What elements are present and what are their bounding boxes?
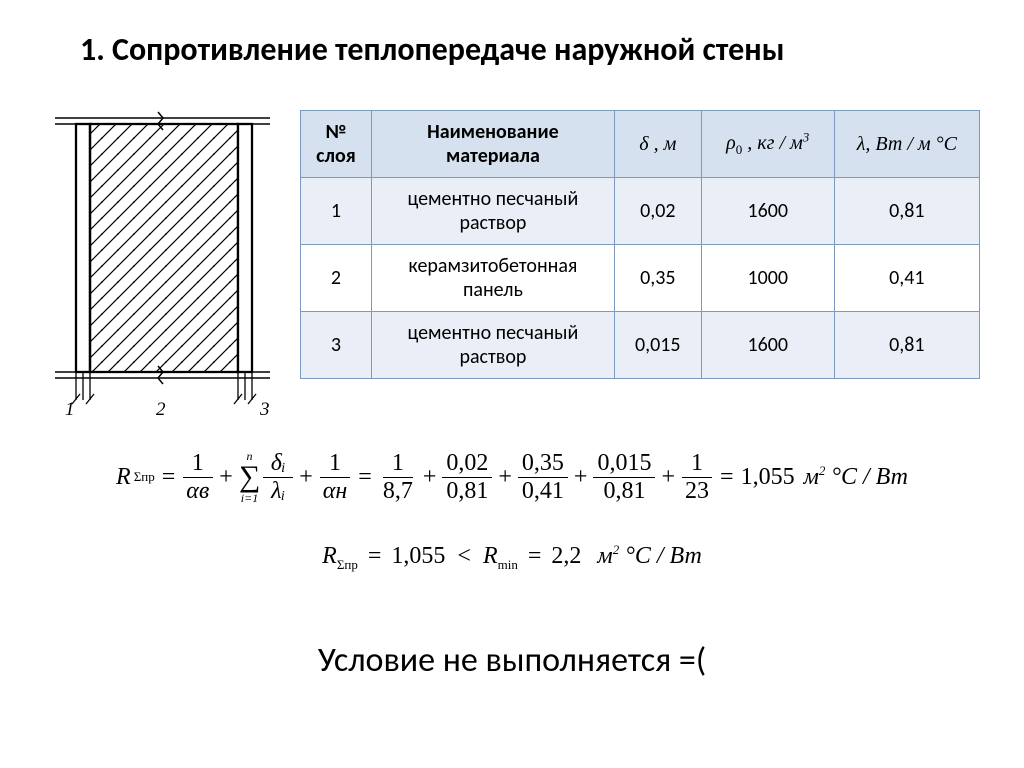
sigma-sum: n ∑ i=1 bbox=[239, 450, 260, 504]
cell-num: 3 bbox=[301, 312, 372, 379]
rhs-value: 2,2 bbox=[551, 543, 581, 569]
cell-name: керамзитобетонная панель bbox=[371, 245, 614, 312]
cell-rho: 1000 bbox=[701, 245, 834, 312]
main-formula: RΣпр = 1αв + n ∑ i=1 δᵢλᵢ + 1αн = 18,7 +… bbox=[50, 450, 974, 504]
col-header-name: Наименование материала bbox=[371, 111, 614, 178]
cell-delta: 0,35 bbox=[614, 245, 701, 312]
result-value: 1,055 bbox=[741, 464, 795, 491]
cell-name: цементно песчаный раствор bbox=[371, 312, 614, 379]
frac-t5: 123 bbox=[681, 450, 713, 504]
Rmin-symbol: R bbox=[483, 543, 498, 569]
cell-lambda: 0,41 bbox=[834, 245, 979, 312]
table-header-row: № слоя Наименование материала δ , м ρ0 ,… bbox=[301, 111, 980, 178]
table-row: 3 цементно песчаный раствор 0,015 1600 0… bbox=[301, 312, 980, 379]
cell-delta: 0,015 bbox=[614, 312, 701, 379]
R2-symbol: R bbox=[322, 543, 337, 569]
table-row: 2 керамзитобетонная панель 0,35 1000 0,4… bbox=[301, 245, 980, 312]
cell-rho: 1600 bbox=[701, 178, 834, 245]
R-sub: Σпр bbox=[134, 469, 155, 485]
col-header-rho: ρ0 , кг / м3 bbox=[701, 111, 834, 178]
cell-lambda: 0,81 bbox=[834, 312, 979, 379]
table-row: 1 цементно песчаный раствор 0,02 1600 0,… bbox=[301, 178, 980, 245]
units2: м2 °С / Вт bbox=[587, 543, 701, 569]
wall-cross-section-diagram: 1 2 3 bbox=[50, 110, 275, 420]
wall-svg: 1 2 3 bbox=[50, 110, 275, 420]
lhs-value: 1,055 bbox=[391, 543, 445, 569]
cell-num: 2 bbox=[301, 245, 372, 312]
R2-sub: Σпр bbox=[337, 557, 358, 572]
result-units: м2 °С / Вт bbox=[798, 463, 908, 491]
cell-name: цементно песчаный раствор bbox=[371, 178, 614, 245]
materials-table-wrap: № слоя Наименование материала δ , м ρ0 ,… bbox=[300, 110, 980, 379]
comparison-formula: RΣпр = 1,055 < Rmin = 2,2 м2 °С / Вт bbox=[50, 542, 974, 573]
col-header-num: № слоя bbox=[301, 111, 372, 178]
frac-t1: 18,7 bbox=[379, 450, 417, 504]
frac-delta-lambda: δᵢλᵢ bbox=[263, 450, 293, 504]
materials-table: № слоя Наименование материала δ , м ρ0 ,… bbox=[300, 110, 980, 379]
layer-label-2: 2 bbox=[156, 399, 166, 420]
cell-num: 1 bbox=[301, 178, 372, 245]
frac-t4: 0,0150,81 bbox=[593, 450, 655, 504]
frac-t3: 0,350,41 bbox=[518, 450, 568, 504]
frac-alpha-n: 1αн bbox=[319, 450, 352, 504]
frac-t2: 0,020,81 bbox=[442, 450, 492, 504]
layer-label-3: 3 bbox=[259, 399, 270, 420]
col-header-lambda: λ, Вт / м °С bbox=[834, 111, 979, 178]
cell-delta: 0,02 bbox=[614, 178, 701, 245]
cell-lambda: 0,81 bbox=[834, 178, 979, 245]
cell-rho: 1600 bbox=[701, 312, 834, 379]
Rmin-sub: min bbox=[498, 557, 518, 572]
conclusion-text: Условие не выполняется =( bbox=[0, 640, 1024, 681]
col-header-delta: δ , м bbox=[614, 111, 701, 178]
comparison-op: < bbox=[451, 543, 477, 569]
R-symbol: R bbox=[116, 464, 131, 491]
frac-alpha-v: 1αв bbox=[182, 450, 213, 504]
page-title: 1. Сопротивление теплопередаче наружной … bbox=[80, 30, 785, 69]
formula-area: RΣпр = 1αв + n ∑ i=1 δᵢλᵢ + 1αн = 18,7 +… bbox=[50, 450, 974, 573]
layer-label-1: 1 bbox=[65, 399, 75, 420]
